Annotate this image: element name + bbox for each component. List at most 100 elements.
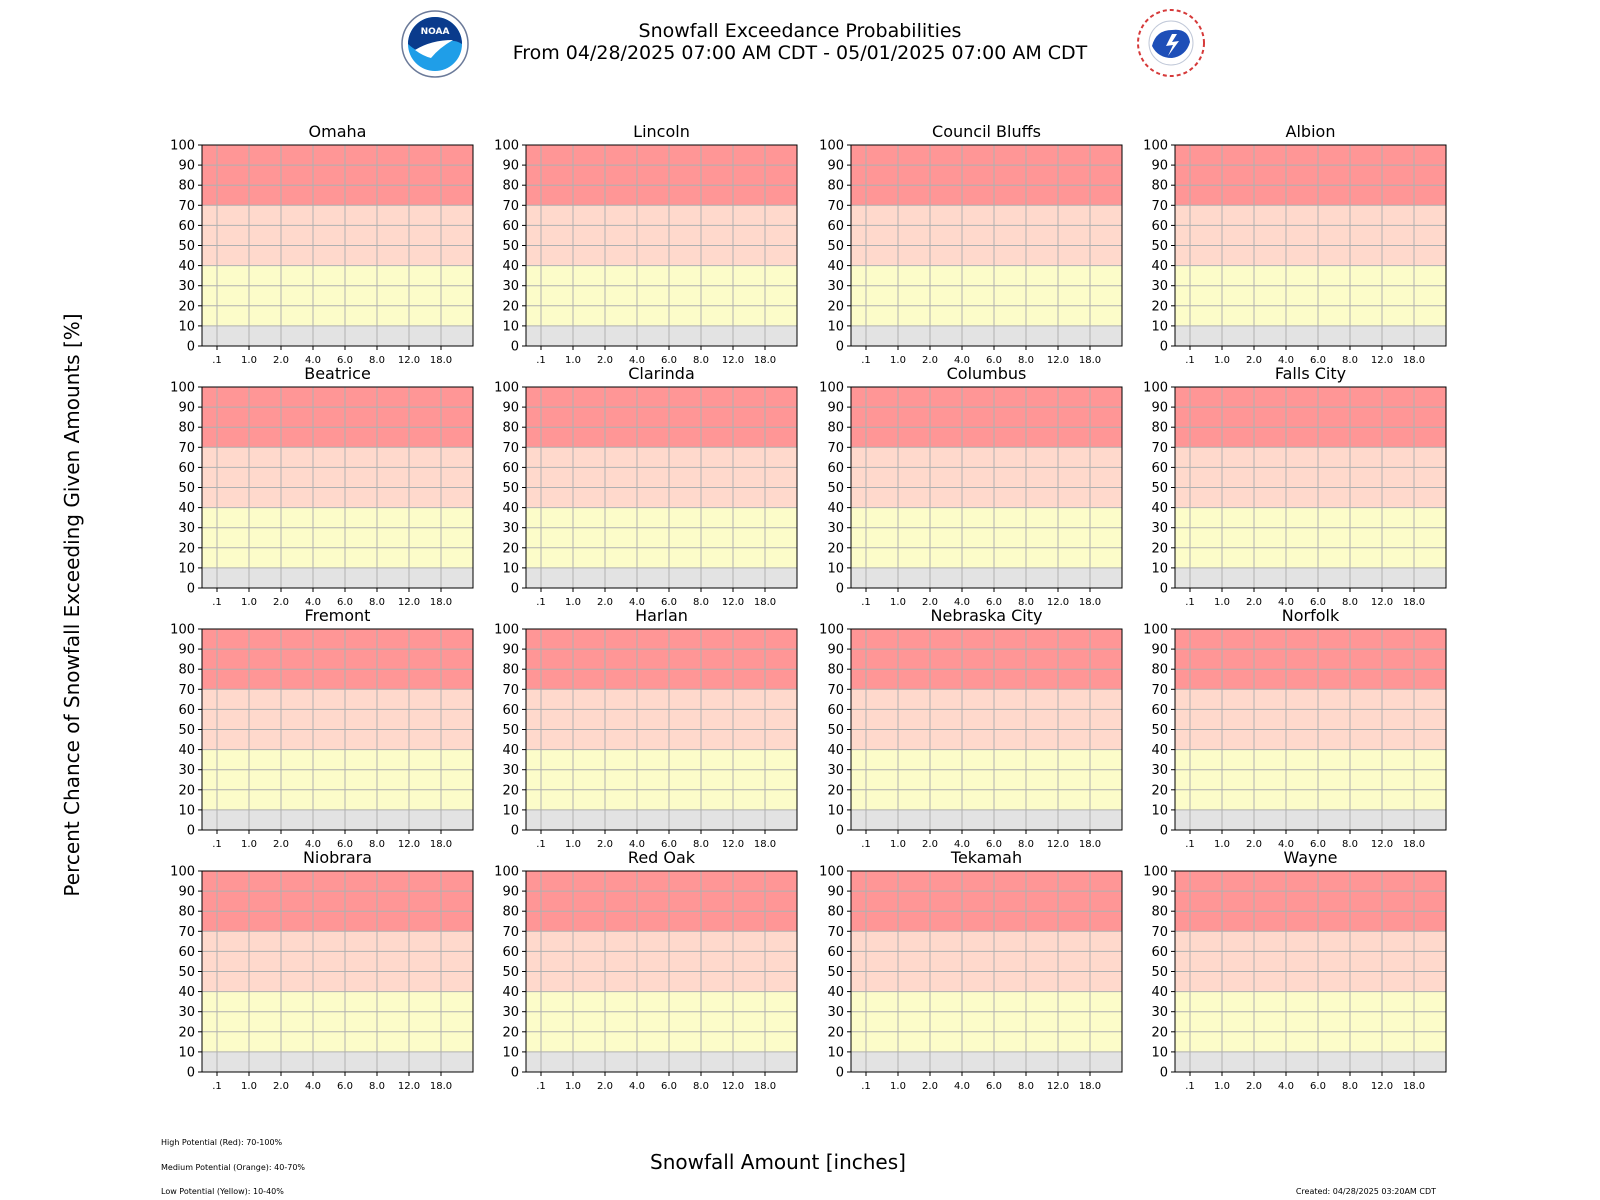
y-tick-label: 40 [502,743,519,758]
x-tick-label: .1 [861,597,871,608]
y-tick-label: 20 [1151,1025,1168,1040]
x-tick-label: 2.0 [922,355,938,366]
x-tick-label: 12.0 [1047,1081,1069,1092]
y-tick-label: 0 [187,340,195,355]
x-tick-label: 12.0 [1047,839,1069,850]
y-tick-label: 80 [178,905,195,920]
panel: 0 10 20 30 40 50 60 70 80 90 100 .1 1.0 2.0 4.0 6.0 8.0 1… [1143,122,1447,366]
x-tick-label: 18.0 [1403,597,1425,608]
y-tick-label: 70 [827,925,844,940]
band-low [851,991,1122,1052]
band-high [1175,871,1446,932]
band-high [851,145,1122,206]
legend-medium: Medium Potential (Orange): 40-70% [161,1163,306,1172]
y-tick-label: 80 [502,905,519,920]
x-tick-label: 4.0 [629,839,645,850]
band-medium [1175,689,1446,750]
x-tick-label: 6.0 [986,1081,1002,1092]
y-tick-label: 60 [827,461,844,476]
panel: 0 10 20 30 40 50 60 70 80 90 100 .1 1.0 2.0 4.0 6.0 8.0 1… [819,848,1123,1092]
y-tick-label: 20 [502,1025,519,1040]
x-tick-label: 6.0 [1310,1081,1326,1092]
x-tick-label: 4.0 [629,355,645,366]
x-tick-label: 1.0 [890,839,906,850]
y-tick-label: 10 [178,1045,195,1060]
x-tick-label: 18.0 [754,839,776,850]
y-tick-label: 100 [494,139,519,154]
x-tick-label: 8.0 [1342,1081,1358,1092]
x-tick-label: 4.0 [954,597,970,608]
y-tick-label: 40 [502,985,519,1000]
y-tick-label: 60 [178,219,195,234]
y-tick-label: 70 [178,925,195,940]
y-tick-label: 80 [827,179,844,194]
x-tick-label: 2.0 [273,1081,289,1092]
x-tick-label: .1 [536,1081,546,1092]
x-tick-label: 12.0 [398,597,420,608]
y-tick-label: 0 [187,582,195,597]
x-tick-label: 2.0 [273,597,289,608]
y-tick-label: 80 [827,421,844,436]
y-tick-label: 10 [1151,561,1168,576]
y-tick-label: 10 [827,561,844,576]
band-minimal [1175,809,1446,830]
y-tick-label: 50 [178,965,195,980]
y-tick-label: 50 [502,239,519,254]
y-tick-label: 20 [1151,783,1168,798]
band-low [202,749,473,810]
panel: 0 10 20 30 40 50 60 70 80 90 100 .1 1.0 2.0 4.0 6.0 8.0 1… [494,848,798,1092]
y-tick-label: 40 [178,259,195,274]
x-tick-label: 1.0 [890,1081,906,1092]
y-tick-label: 10 [502,561,519,576]
y-tick-label: 80 [1151,179,1168,194]
x-tick-label: 1.0 [890,597,906,608]
band-minimal [1175,1051,1446,1072]
y-tick-label: 60 [178,945,195,960]
x-tick-label: 12.0 [1047,355,1069,366]
y-tick-label: 90 [178,401,195,416]
x-tick-label: 6.0 [661,1081,677,1092]
band-high [526,871,797,932]
x-tick-label: .1 [1185,839,1195,850]
band-low [202,991,473,1052]
x-tick-label: 12.0 [722,839,744,850]
y-tick-label: 40 [827,743,844,758]
panel-title: Niobrara [303,848,372,867]
panel: 0 10 20 30 40 50 60 70 80 90 100 .1 1.0 2.0 4.0 6.0 8.0 1… [170,848,474,1092]
legend-low: Low Potential (Yellow): 10-40% [161,1187,284,1196]
x-tick-label: 12.0 [1371,1081,1393,1092]
y-tick-label: 10 [827,319,844,334]
y-tick-label: 50 [502,723,519,738]
y-tick-label: 80 [827,663,844,678]
x-tick-label: 18.0 [430,355,452,366]
y-tick-label: 50 [1151,965,1168,980]
x-tick-label: .1 [861,839,871,850]
panel: 0 10 20 30 40 50 60 70 80 90 100 .1 1.0 2.0 4.0 6.0 8.0 1… [1143,364,1447,608]
x-tick-label: 2.0 [1246,597,1262,608]
x-tick-label: 4.0 [305,355,321,366]
y-tick-label: 70 [178,199,195,214]
panel: 0 10 20 30 40 50 60 70 80 90 100 .1 1.0 2.0 4.0 6.0 8.0 1… [494,606,798,850]
x-tick-label: 6.0 [661,355,677,366]
x-tick-label: 8.0 [1342,839,1358,850]
y-tick-label: 80 [1151,905,1168,920]
x-tick-label: 6.0 [1310,355,1326,366]
title-line-1: Snowfall Exceedance Probabilities [638,20,962,42]
y-tick-label: 0 [836,340,844,355]
y-tick-label: 80 [1151,421,1168,436]
x-tick-label: 2.0 [1246,1081,1262,1092]
y-tick-label: 30 [502,279,519,294]
band-minimal [526,1051,797,1072]
x-tick-label: 2.0 [597,839,613,850]
band-medium [851,689,1122,750]
band-medium [202,205,473,266]
x-tick-label: 18.0 [1079,355,1101,366]
title-line-2: From 04/28/2025 07:00 AM CDT - 05/01/202… [512,42,1088,64]
y-tick-label: 10 [178,803,195,818]
y-tick-label: 10 [178,319,195,334]
x-tick-label: 8.0 [1018,597,1034,608]
x-tick-label: 8.0 [693,1081,709,1092]
y-tick-label: 100 [1143,865,1168,880]
y-tick-label: 90 [827,159,844,174]
y-tick-label: 40 [1151,259,1168,274]
